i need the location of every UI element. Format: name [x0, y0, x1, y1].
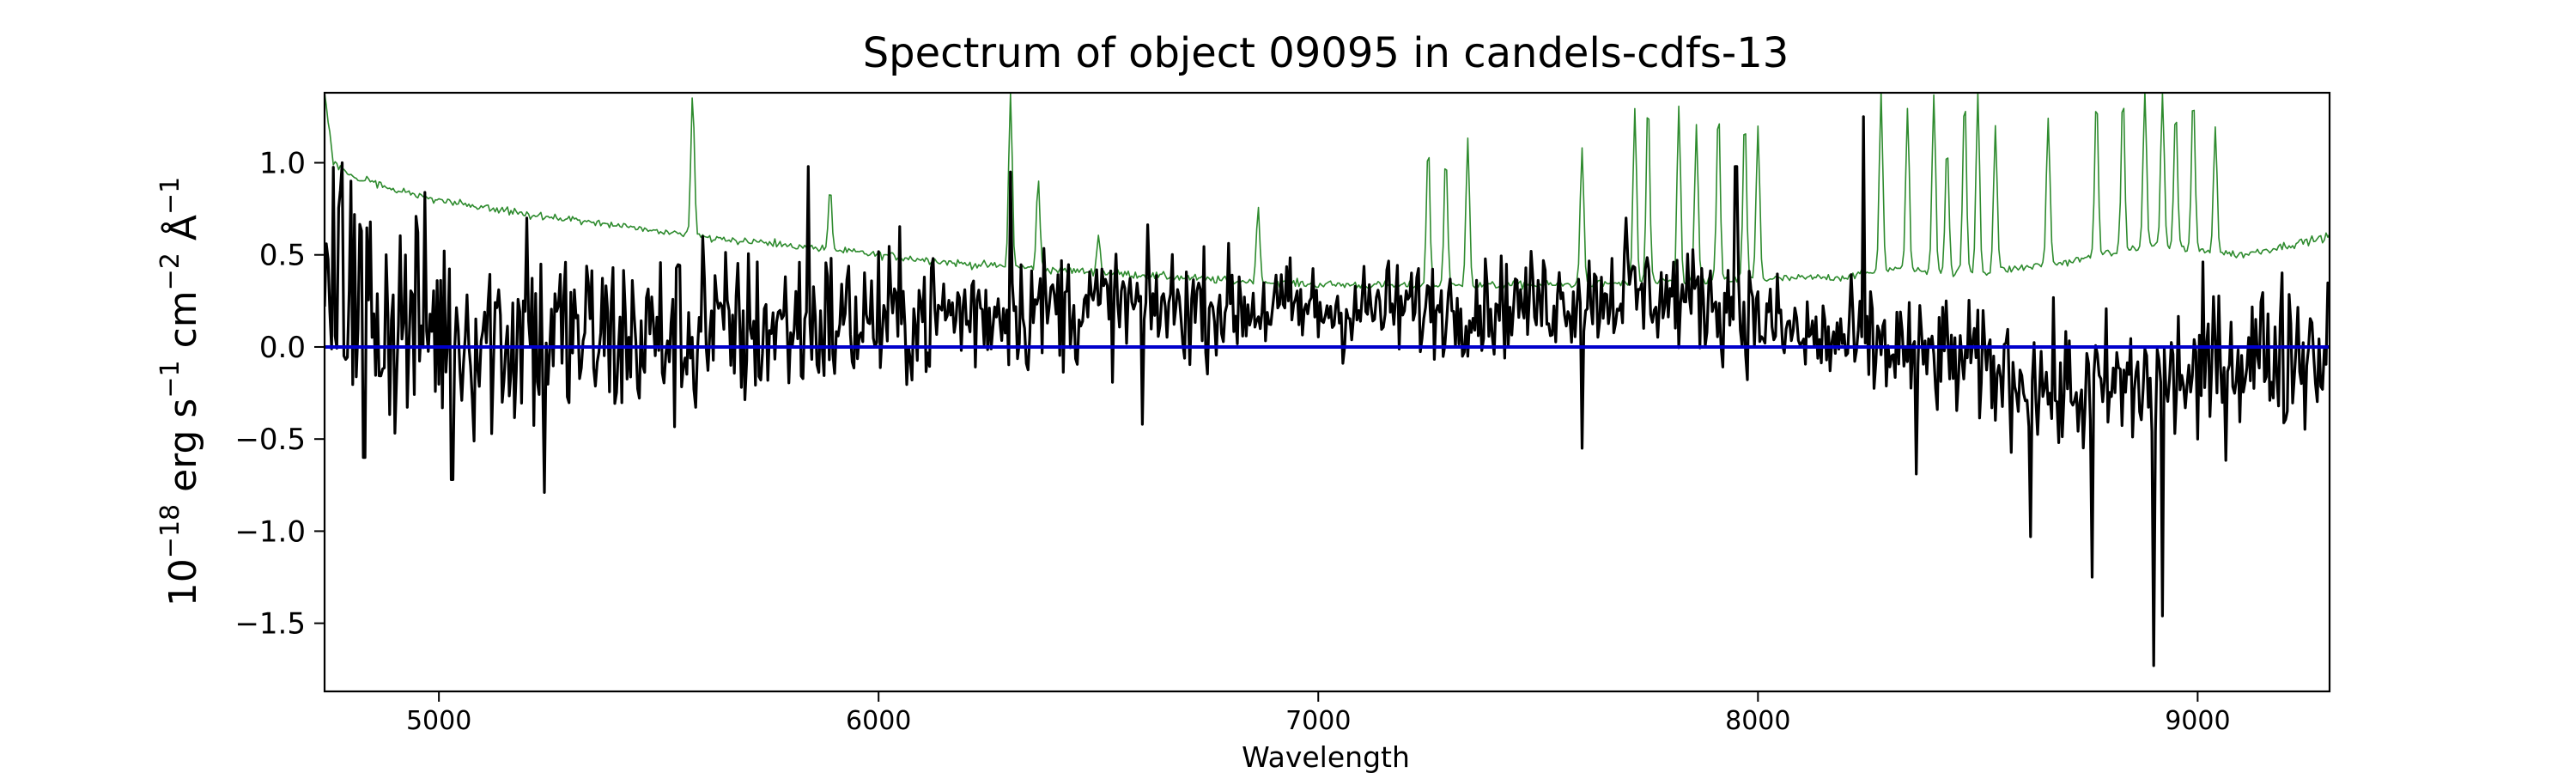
- x-tick-label: 8000: [1725, 706, 1790, 736]
- error-series-line: [325, 93, 2330, 290]
- y-axis-label: 10−18 erg s−1 cm−2 Å−1: [155, 177, 205, 606]
- x-axis-label: Wavelength: [1242, 740, 1410, 773]
- y-tick-label: 0.0: [259, 331, 306, 365]
- plot-frame: [323, 91, 2331, 693]
- y-tick-label: 1.0: [259, 146, 306, 180]
- x-tick-label: 9000: [2165, 706, 2230, 736]
- flux-series-line: [325, 115, 2330, 667]
- y-tick-label: −1.0: [234, 514, 306, 549]
- y-tick-label: −1.5: [234, 607, 306, 642]
- x-axis: 5000 6000 7000 8000 9000: [406, 691, 2231, 736]
- x-tick-label: 5000: [406, 706, 471, 736]
- y-tick-label: 0.5: [259, 239, 306, 273]
- plot-area: [325, 93, 2330, 667]
- chart-title: Spectrum of object 09095 in candels-cdfs…: [863, 29, 1789, 77]
- y-axis: 1.0 0.5 0.0 −0.5 −1.0 −1.5: [234, 146, 325, 642]
- y-tick-label: −0.5: [234, 423, 306, 457]
- x-tick-label: 7000: [1285, 706, 1351, 736]
- x-tick-label: 6000: [846, 706, 911, 736]
